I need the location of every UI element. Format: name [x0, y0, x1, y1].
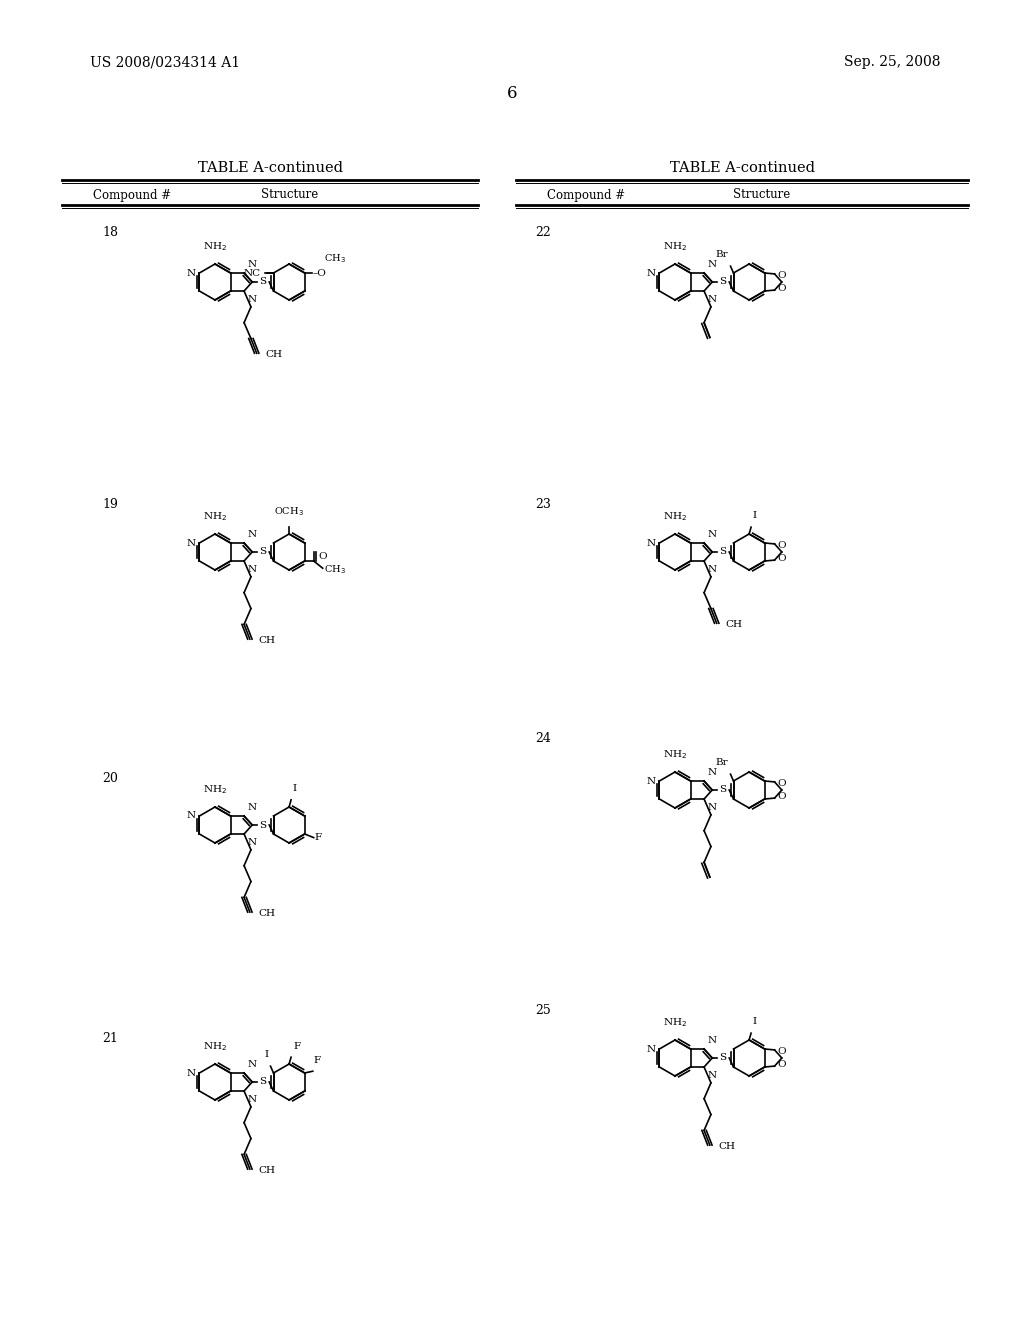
Text: N: N — [247, 1096, 256, 1104]
Text: N: N — [708, 803, 716, 812]
Text: N: N — [708, 531, 716, 539]
Text: I: I — [752, 1018, 756, 1027]
Text: CH$_3$: CH$_3$ — [324, 562, 345, 576]
Text: O: O — [777, 792, 786, 801]
Text: 6: 6 — [507, 84, 517, 102]
Text: N: N — [186, 1068, 196, 1077]
Text: N: N — [247, 531, 256, 539]
Text: CH: CH — [259, 1166, 275, 1175]
Text: CH: CH — [259, 636, 275, 644]
Text: Sep. 25, 2008: Sep. 25, 2008 — [844, 55, 940, 69]
Text: N: N — [247, 1060, 256, 1069]
Text: O: O — [777, 779, 786, 788]
Text: N: N — [247, 294, 256, 304]
Text: 24: 24 — [536, 731, 551, 744]
Text: N: N — [708, 1036, 716, 1045]
Text: N: N — [186, 812, 196, 821]
Text: N: N — [247, 838, 256, 847]
Text: NH$_2$: NH$_2$ — [203, 783, 227, 796]
Text: 20: 20 — [102, 771, 118, 784]
Text: N: N — [186, 268, 196, 277]
Text: O: O — [777, 553, 786, 562]
Text: NH$_2$: NH$_2$ — [663, 748, 687, 762]
Text: N: N — [247, 803, 256, 812]
Text: F: F — [293, 1041, 300, 1051]
Text: NH$_2$: NH$_2$ — [663, 1016, 687, 1030]
Text: N: N — [646, 1044, 655, 1053]
Text: S: S — [719, 548, 726, 557]
Text: O: O — [777, 1060, 786, 1069]
Text: N: N — [708, 1071, 716, 1080]
Text: NH$_2$: NH$_2$ — [203, 1040, 227, 1053]
Text: N: N — [708, 768, 716, 777]
Text: Compound #: Compound # — [547, 189, 625, 202]
Text: N: N — [247, 260, 256, 269]
Text: O: O — [777, 1047, 786, 1056]
Text: F: F — [314, 833, 322, 842]
Text: S: S — [259, 821, 266, 829]
Text: S: S — [719, 785, 726, 795]
Text: N: N — [646, 268, 655, 277]
Text: NH$_2$: NH$_2$ — [663, 240, 687, 253]
Text: S: S — [259, 277, 266, 286]
Text: CH: CH — [265, 350, 283, 359]
Text: S: S — [259, 1077, 266, 1086]
Text: N: N — [186, 539, 196, 548]
Text: S: S — [259, 548, 266, 557]
Text: O: O — [777, 272, 786, 280]
Text: O: O — [777, 284, 786, 293]
Text: I: I — [264, 1051, 268, 1060]
Text: US 2008/0234314 A1: US 2008/0234314 A1 — [90, 55, 240, 69]
Text: CH: CH — [719, 1142, 736, 1151]
Text: 23: 23 — [536, 499, 551, 511]
Text: I: I — [292, 784, 296, 793]
Text: N: N — [646, 539, 655, 548]
Text: OCH$_3$: OCH$_3$ — [274, 506, 304, 517]
Text: Structure: Structure — [261, 189, 318, 202]
Text: NH$_2$: NH$_2$ — [203, 511, 227, 523]
Text: NH$_2$: NH$_2$ — [203, 240, 227, 253]
Text: TABLE A-continued: TABLE A-continued — [198, 161, 342, 176]
Text: N: N — [708, 260, 716, 269]
Text: CH: CH — [726, 620, 742, 628]
Text: NC: NC — [244, 269, 260, 279]
Text: O: O — [777, 541, 786, 550]
Text: 22: 22 — [536, 226, 551, 239]
Text: Br: Br — [716, 251, 728, 260]
Text: O: O — [318, 552, 328, 561]
Text: 21: 21 — [102, 1031, 118, 1044]
Text: Compound #: Compound # — [93, 189, 171, 202]
Text: N: N — [646, 776, 655, 785]
Text: TABLE A-continued: TABLE A-continued — [670, 161, 814, 176]
Text: S: S — [719, 277, 726, 286]
Text: N: N — [708, 294, 716, 304]
Text: 19: 19 — [102, 499, 118, 511]
Text: –O: –O — [312, 269, 327, 279]
Text: NH$_2$: NH$_2$ — [663, 511, 687, 523]
Text: F: F — [313, 1056, 321, 1065]
Text: 25: 25 — [536, 1003, 551, 1016]
Text: CH$_3$: CH$_3$ — [325, 252, 346, 265]
Text: Structure: Structure — [733, 189, 791, 202]
Text: 18: 18 — [102, 226, 118, 239]
Text: N: N — [708, 565, 716, 574]
Text: S: S — [719, 1053, 726, 1063]
Text: I: I — [752, 511, 756, 520]
Text: CH: CH — [259, 908, 275, 917]
Text: N: N — [247, 565, 256, 574]
Text: Br: Br — [716, 759, 728, 767]
